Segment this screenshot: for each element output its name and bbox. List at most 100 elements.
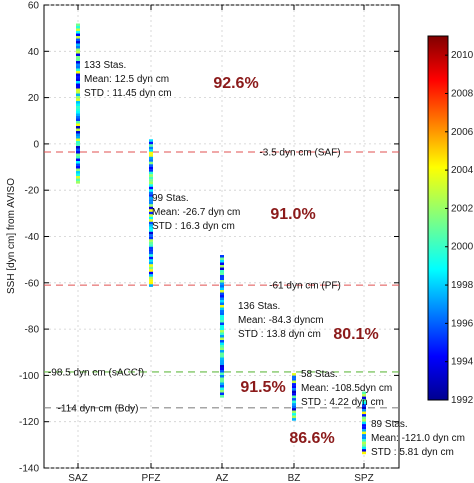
station-mark [76,176,80,179]
station-mark [149,221,153,225]
station-mark [220,292,224,296]
station-mark [220,335,224,338]
station-mark [149,166,153,170]
station-mark [76,148,80,152]
station-mark [76,78,80,82]
zone-annotation-line: Mean: 12.5 dyn cm [84,74,169,85]
station-mark [220,380,224,383]
station-mark [76,136,80,139]
station-mark [149,271,153,275]
station-mark [149,181,153,185]
station-mark [220,332,224,336]
station-mark [149,144,153,147]
station-mark [149,204,153,207]
station-mark [76,108,80,112]
station-mark [292,390,296,394]
zone-annotation-line: Mean: -108.5dyn cm [301,383,392,394]
station-mark [76,51,80,54]
station-mark [220,370,224,373]
station-mark [292,373,296,376]
zone-annotation-line: STD : 13.8 dyn cm [238,329,321,340]
station-mark [149,266,153,270]
station-mark [220,362,224,366]
station-mark [362,434,366,437]
station-mark [149,236,153,240]
station-mark [220,360,224,363]
station-mark [220,342,224,346]
station-mark [149,284,153,287]
station-mark [149,201,153,205]
station-mark [220,352,224,356]
station-mark [149,149,153,152]
station-mark [220,345,224,348]
zone-annotation-line: STD : 5.81 dyn cm [371,447,454,458]
station-mark [76,101,80,104]
station-mark [362,419,366,422]
station-mark [149,169,153,172]
station-mark [76,88,80,92]
station-mark [149,249,153,252]
station-mark [220,312,224,316]
station-mark [76,38,80,42]
station-mark [220,365,224,368]
station-mark [149,206,153,210]
station-mark [362,441,366,445]
station-mark [220,255,224,258]
station-mark [76,63,80,67]
station-mark [149,176,153,180]
station-mark [362,449,366,452]
zone-percent-label: 80.1% [333,326,378,343]
colorbar-tick-label: 2010 [451,50,474,61]
station-mark [76,68,80,72]
station-mark [149,154,153,157]
station-mark [149,244,153,247]
station-mark [220,385,224,388]
colorbar-tick-label: 2006 [451,127,474,138]
x-tick-label: SAZ [68,473,87,483]
station-mark [76,66,80,69]
station-mark [76,126,80,129]
zone-annotation-line: 89 Stas. [371,419,408,430]
station-mark [76,56,80,59]
station-mark [220,382,224,386]
station-mark [149,209,153,212]
station-mark [220,275,224,278]
station-mark [76,43,80,47]
station-mark [292,395,296,399]
station-mark [149,184,153,187]
station-mark [362,396,366,400]
colorbar-tick-label: 1998 [451,280,474,291]
station-mark [76,103,80,107]
y-tick-label: 60 [28,1,40,12]
station-mark [149,146,153,150]
station-mark [292,393,296,396]
reference-lines: -3.5 dyn cm (SAF) -61 dyn cm (PF) -98.5 dy… [44,148,399,414]
station-mark [220,317,224,321]
station-mark [149,194,153,197]
station-mark [149,164,153,167]
station-mark [292,388,296,391]
station-mark [362,429,366,432]
station-mark [149,229,153,232]
station-mark [149,261,153,265]
station-mark [76,158,80,162]
zone-percent-label: 91.0% [270,206,315,223]
station-mark [76,143,80,147]
station-mark [76,61,80,64]
zone-annotation-line: Mean: -84.3 dyncm [238,315,324,326]
station-mark [220,282,224,286]
colorbar [427,35,449,401]
station-mark [76,46,80,49]
station-mark [149,269,153,272]
station-mark [149,141,153,145]
station-mark [149,226,153,230]
station-mark [149,224,153,227]
station-mark [76,91,80,94]
station-mark [149,231,153,235]
reference-line-label: -98.5 dyn cm (sACCf) [48,367,144,378]
station-mark [362,414,366,417]
station-mark [76,106,80,109]
station-mark [76,98,80,102]
station-mark [362,399,366,402]
station-mark [76,121,80,124]
